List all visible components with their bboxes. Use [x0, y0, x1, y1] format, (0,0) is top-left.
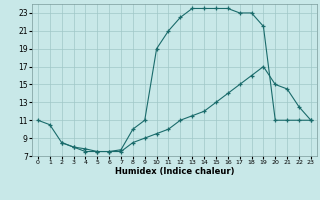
X-axis label: Humidex (Indice chaleur): Humidex (Indice chaleur) [115, 167, 234, 176]
